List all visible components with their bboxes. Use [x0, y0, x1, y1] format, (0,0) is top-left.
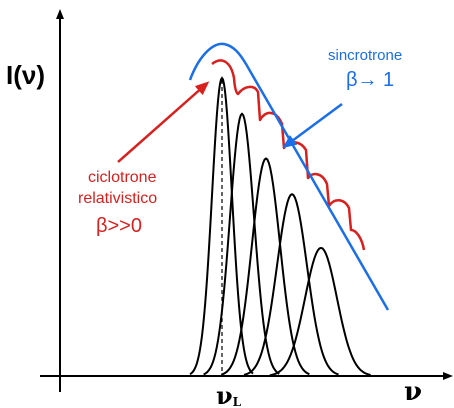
harmonic-peak-1	[189, 76, 254, 376]
harmonic-peak-5	[269, 246, 371, 377]
synchrotron-arrow	[282, 102, 343, 149]
cyclotron-arrow	[117, 81, 210, 163]
harmonic-peak-2	[203, 112, 280, 376]
y-axis-label: I(ν)	[6, 60, 45, 90]
larmor-frequency-label: νL	[216, 381, 242, 408]
cyclotron-relativistic-label: relativistico	[78, 190, 157, 207]
cyclotron-label: ciclotrone	[88, 169, 157, 186]
synchrotron-label: sincrotrone	[328, 47, 402, 64]
synchrotron-envelope	[188, 42, 390, 311]
harmonic-peak-3	[220, 157, 310, 376]
x-axis-label: ν	[404, 377, 422, 407]
cyclotron-beta-label: β>>0	[96, 215, 142, 237]
harmonic-peaks	[189, 76, 371, 377]
harmonic-peak-4	[243, 193, 339, 376]
synchrotron-beta-label: β→ 1	[346, 69, 394, 91]
